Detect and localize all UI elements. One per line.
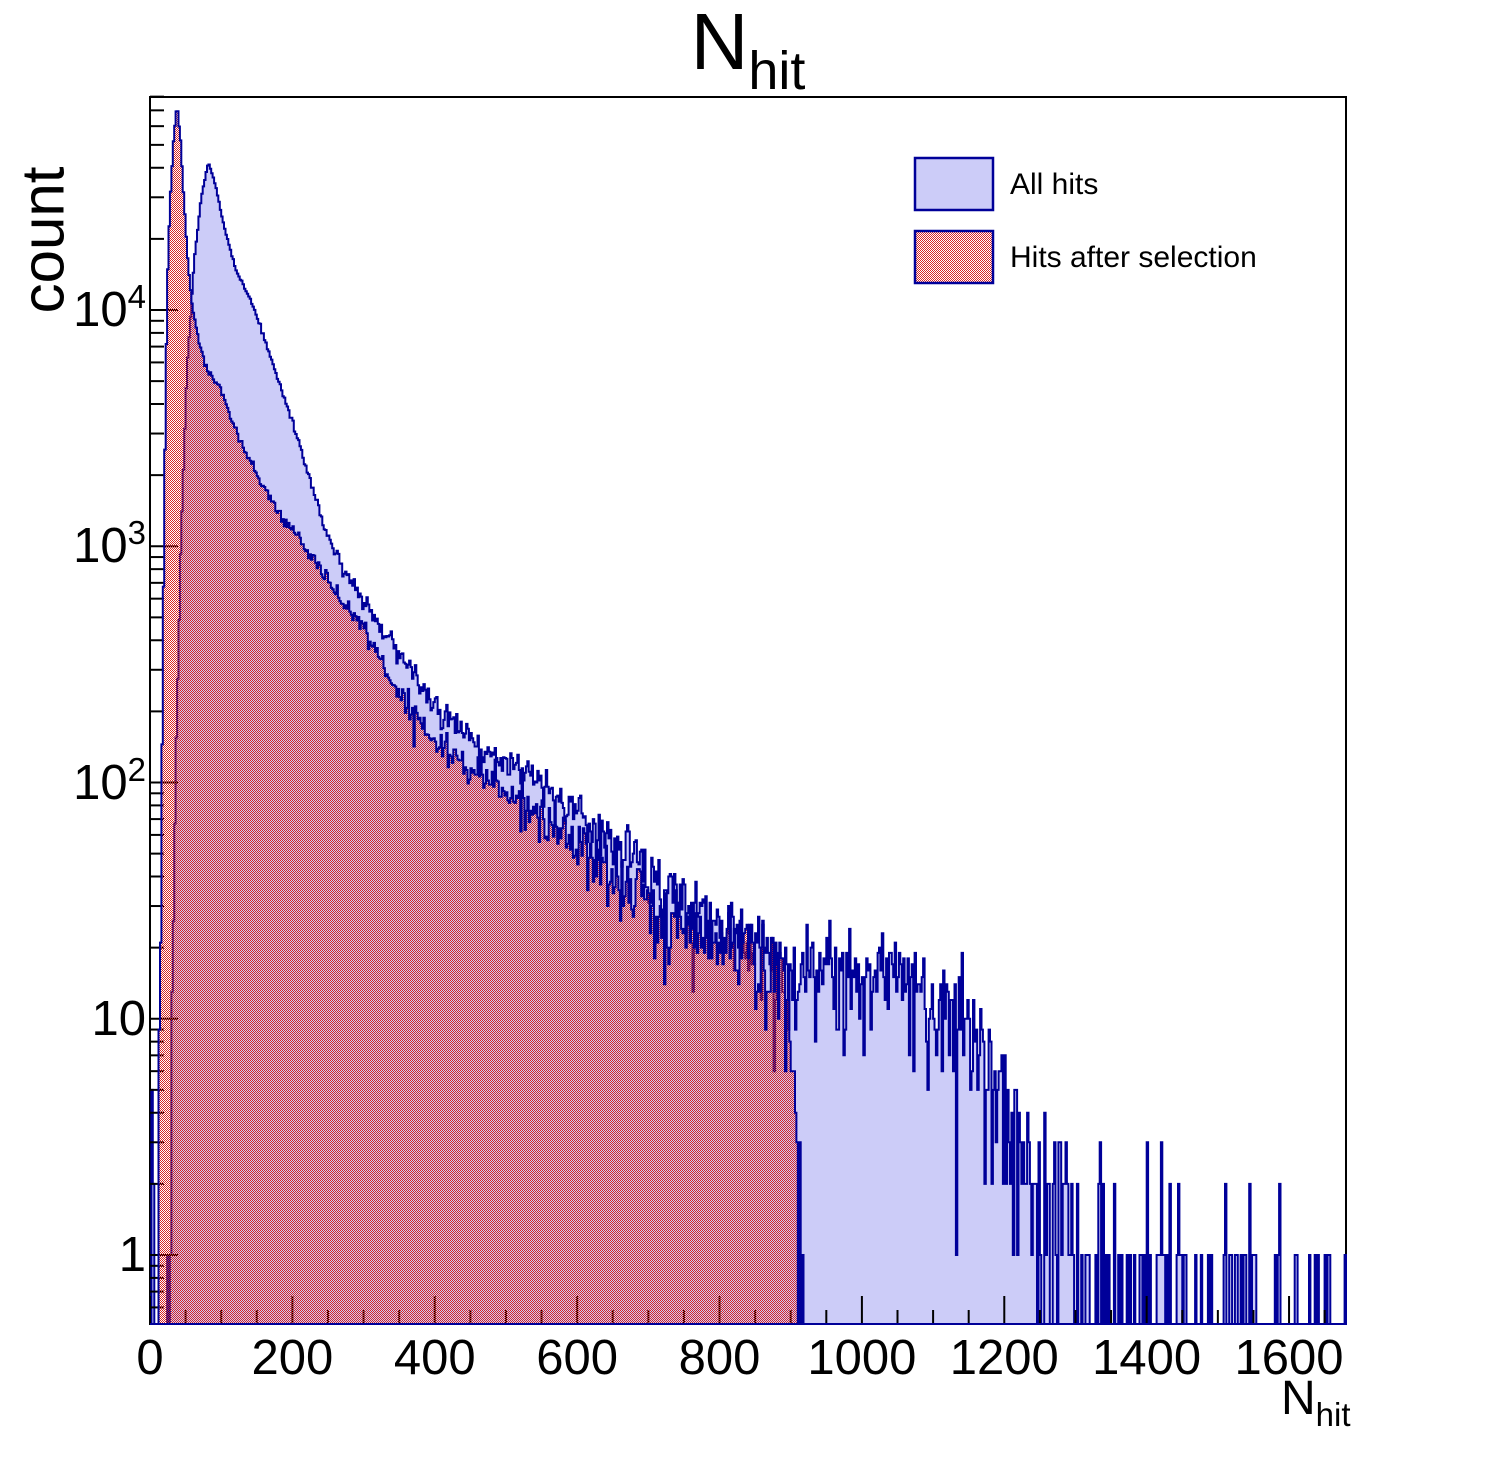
chart-title-sub: hit <box>748 41 806 101</box>
y-tick-label-10: 10 <box>91 991 146 1046</box>
x-tick-label-400: 400 <box>393 1331 476 1385</box>
chart-title: Nhit <box>0 0 1496 102</box>
legend-label-hits-after-selection: Hits after selection <box>1010 241 1257 274</box>
x-tick-label-0: 0 <box>136 1331 164 1385</box>
x-tick-label-800: 800 <box>678 1331 761 1385</box>
legend-label-all-hits: All hits <box>1010 168 1099 201</box>
x-tick-label-1400: 1400 <box>1092 1331 1202 1385</box>
chart-title-main: N <box>690 0 749 86</box>
y-tick-label-10000: 104 <box>73 278 146 337</box>
x-axis-title: Nhit <box>1281 1372 1351 1434</box>
x-tick-label-1000: 1000 <box>807 1331 917 1385</box>
legend-swatch-hits-after-selection <box>913 229 995 285</box>
legend-swatch-all-hits <box>913 156 995 212</box>
y-tick-label-1000: 103 <box>73 514 146 574</box>
x-tick-label-1200: 1200 <box>949 1331 1059 1385</box>
x-tick-label-1600: 1600 <box>1234 1331 1344 1385</box>
series-hits-after-selection <box>150 110 1346 1325</box>
y-tick-label-100: 102 <box>73 750 146 810</box>
x-axis-title-main: N <box>1281 1372 1316 1425</box>
x-tick-label-200: 200 <box>251 1331 334 1385</box>
y-tick-label-1: 1 <box>118 1228 146 1282</box>
x-axis-title-sub: hit <box>1315 1396 1351 1433</box>
x-tick-label-600: 600 <box>536 1331 619 1385</box>
